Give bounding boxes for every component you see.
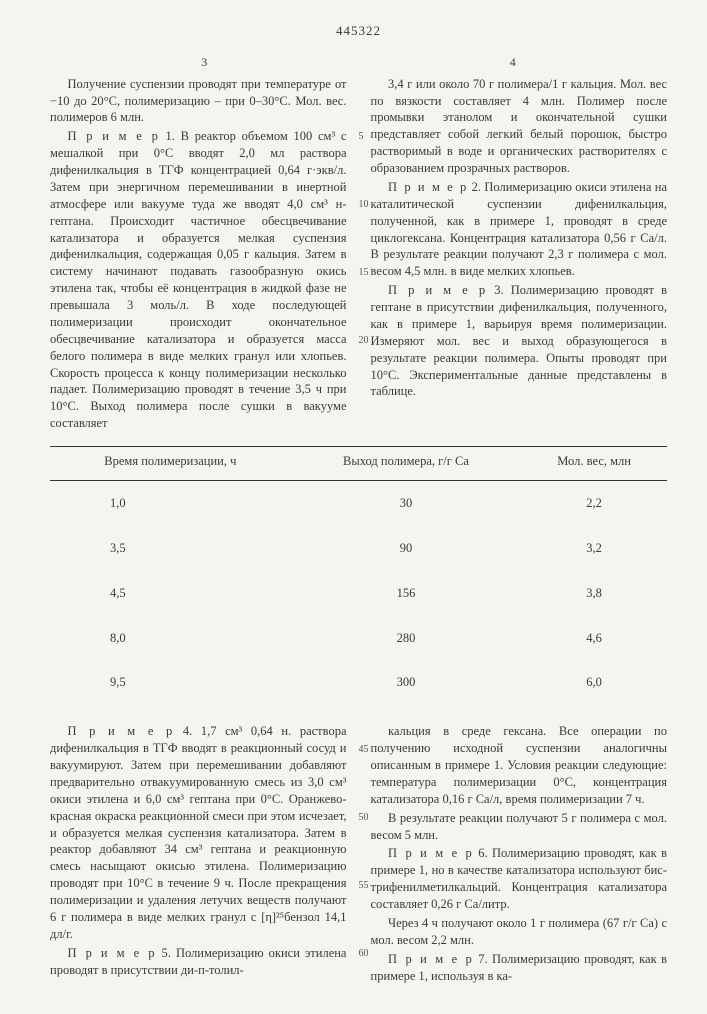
cell-time: 1,0: [50, 480, 291, 525]
paragraph-text: 3. Полимеризацию проводят в гептане в пр…: [371, 283, 668, 398]
right-col-number: 4: [510, 54, 516, 70]
cell-yield: 280: [291, 616, 522, 661]
table-row: 8,0 280 4,6: [50, 616, 667, 661]
table-row: 9,5 300 6,0: [50, 660, 667, 705]
cell-molwt: 2,2: [521, 480, 667, 525]
example-label: П р и м е р: [388, 283, 487, 297]
line-mark-15: 15: [359, 266, 369, 280]
paragraph: кальция в среде гексана. Все операции по…: [371, 723, 668, 807]
cell-yield: 90: [291, 526, 522, 571]
top-two-column-text: 5 10 15 20 Получение суспензии проводят …: [50, 76, 667, 432]
example-label: П р и м е р: [388, 180, 468, 194]
table-header-row: Время полимеризации, ч Выход полимера, г…: [50, 447, 667, 481]
example-label: П р и м е р: [388, 846, 474, 860]
paragraph: П р и м е р 5. Полимеризацию окиси этиле…: [50, 945, 347, 979]
example-label: П р и м е р: [68, 724, 175, 738]
cell-yield: 300: [291, 660, 522, 705]
paragraph: П р и м е р 7. Полимеризацию проводят, к…: [371, 951, 668, 985]
cell-molwt: 3,2: [521, 526, 667, 571]
paragraph: П р и м е р 6. Полимеризацию проводят, к…: [371, 845, 668, 913]
col-header-yield: Выход полимера, г/г Ca: [291, 447, 522, 481]
line-mark-50: 50: [359, 811, 369, 825]
line-mark-45: 45: [359, 743, 369, 757]
line-mark-5: 5: [359, 130, 364, 144]
table-row: 3,5 90 3,2: [50, 526, 667, 571]
cell-molwt: 6,0: [521, 660, 667, 705]
paragraph: В результате реакции получают 5 г полиме…: [371, 810, 668, 844]
line-mark-10: 10: [359, 198, 369, 212]
line-mark-20: 20: [359, 334, 369, 348]
paragraph: Через 4 ч получают около 1 г полимера (6…: [371, 915, 668, 949]
table-row: 4,5 156 3,8: [50, 571, 667, 616]
cell-molwt: 3,8: [521, 571, 667, 616]
paragraph: П р и м е р 1. В реактор объемом 100 см³…: [50, 128, 347, 432]
cell-yield: 156: [291, 571, 522, 616]
paragraph: 3,4 г или около 70 г полимера/1 г кальци…: [371, 76, 668, 177]
paragraph: П р и м е р 3. Полимеризацию проводят в …: [371, 282, 668, 400]
cell-time: 9,5: [50, 660, 291, 705]
example-label: П р и м е р: [68, 129, 160, 143]
paragraph: П р и м е р 4. 1,7 см³ 0,64 н. раствора …: [50, 723, 347, 942]
document-number: 445322: [50, 22, 667, 40]
cell-molwt: 4,6: [521, 616, 667, 661]
cell-yield: 30: [291, 480, 522, 525]
cell-time: 3,5: [50, 526, 291, 571]
left-col-number: 3: [201, 54, 207, 70]
col-header-time: Время полимеризации, ч: [50, 447, 291, 481]
col-header-molwt: Мол. вес, млн: [521, 447, 667, 481]
example-label: П р и м е р: [68, 946, 157, 960]
results-table: Время полимеризации, ч Выход полимера, г…: [50, 446, 667, 705]
paragraph-text: 4. 1,7 см³ 0,64 н. раствора дифенилкальц…: [50, 724, 347, 941]
line-mark-60: 60: [359, 947, 369, 961]
table-row: 1,0 30 2,2: [50, 480, 667, 525]
patent-page: 445322 3 4 5 10 15 20 Получение суспензи…: [0, 0, 707, 1014]
column-page-numbers: 3 4: [50, 54, 667, 70]
paragraph: П р и м е р 2. Полимеризацию окиси этиле…: [371, 179, 668, 280]
paragraph: Получение суспензии проводят при темпера…: [50, 76, 347, 127]
bottom-two-column-text: 45 50 55 60 П р и м е р 4. 1,7 см³ 0,64 …: [50, 723, 667, 984]
cell-time: 8,0: [50, 616, 291, 661]
example-label: П р и м е р: [388, 952, 474, 966]
paragraph-text: 1. В реактор объемом 100 см³ с мешалкой …: [50, 129, 347, 430]
cell-time: 4,5: [50, 571, 291, 616]
line-mark-55: 55: [359, 879, 369, 893]
paragraph-text: 2. Полимеризацию окиси этилена на катали…: [371, 180, 668, 278]
